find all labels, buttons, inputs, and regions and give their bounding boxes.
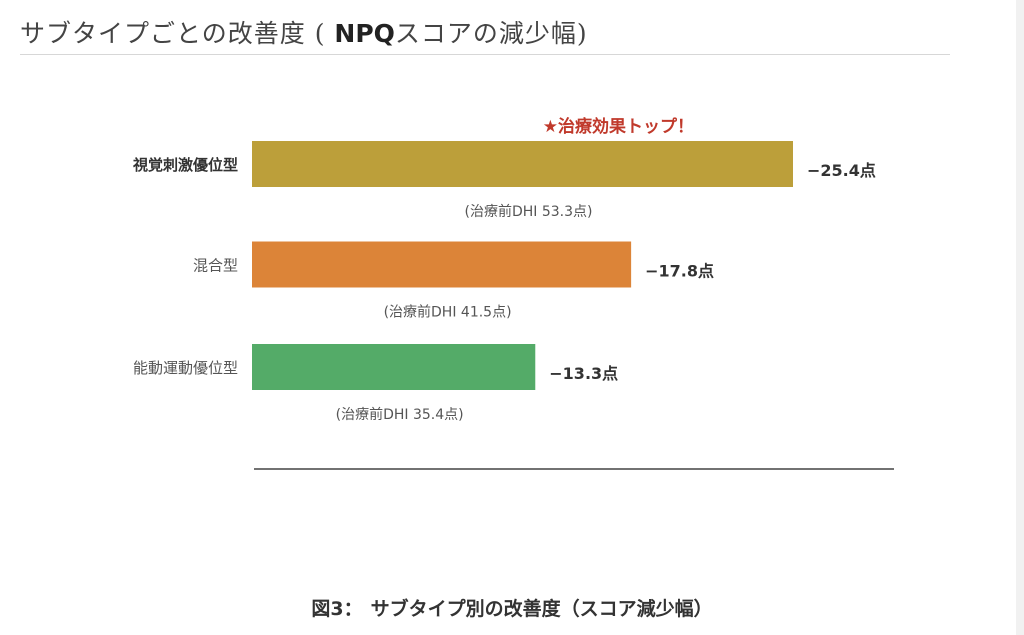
value-label-3: −13.3点: [549, 364, 618, 383]
figure-caption-text: サブタイプ別の改善度（スコア減少幅）: [370, 598, 713, 620]
pretreatment-label-3: (治療前DHI 35.4点): [336, 406, 464, 423]
page-title-bold: NPQ: [334, 19, 395, 48]
category-label-2: 混合型: [193, 257, 238, 275]
pretreatment-label-1: (治療前DHI 53.3点): [465, 203, 593, 220]
figure-caption: 図3： サブタイプ別の改善度（スコア減少幅）: [0, 594, 1024, 621]
page-title-suffix: スコアの減少幅): [394, 19, 588, 48]
category-label-1: 視覚刺激優位型: [132, 156, 238, 174]
bar-1: [252, 141, 793, 187]
bar-3: [252, 344, 536, 390]
scrollbar-track[interactable]: [1016, 0, 1024, 635]
value-label-2: −17.8点: [645, 262, 714, 281]
category-label-3: 能動運動優位型: [133, 359, 238, 377]
page-title-prefix: サブタイプごとの改善度 (: [20, 19, 335, 48]
top-effect-annotation: ★治療効果トップ！: [543, 116, 694, 137]
value-label-1: −25.4点: [807, 161, 876, 180]
page-title: サブタイプごとの改善度 ( NPQスコアの減少幅): [20, 14, 588, 50]
figure-label: 図3：: [311, 598, 363, 620]
page-header: サブタイプごとの改善度 ( NPQスコアの減少幅): [20, 8, 950, 55]
pretreatment-label-2: (治療前DHI 41.5点): [384, 304, 512, 321]
bar-2: [252, 241, 632, 288]
